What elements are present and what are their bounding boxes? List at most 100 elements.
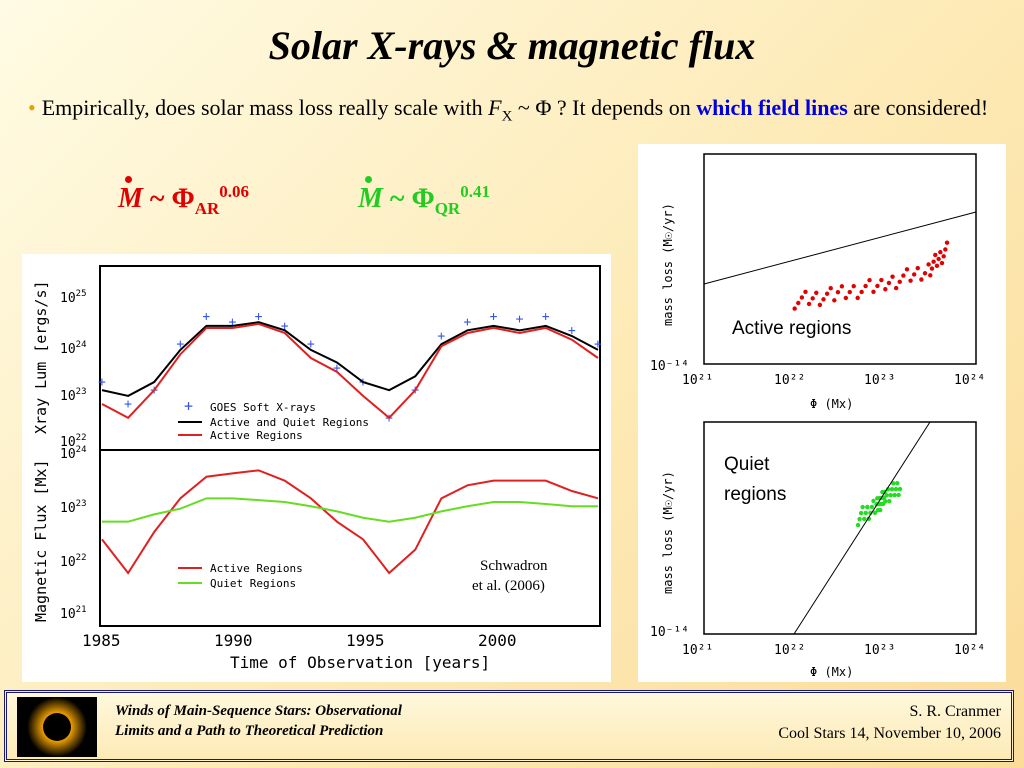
scatter-point	[904, 267, 910, 272]
bullet-prefix: Empirically, does solar mass loss really…	[41, 95, 489, 120]
legend-flux-active: Active Regions	[210, 562, 303, 575]
scatter-point	[821, 297, 826, 302]
fx-subscript: X	[501, 108, 513, 125]
slide-title: Solar X-rays & magnetic flux	[268, 23, 756, 68]
quiet-ylabel: mass loss (M☉/yr)	[661, 471, 675, 594]
footer-conference: Cool Stars 14, November 10, 2006	[778, 725, 1001, 742]
scatter-point	[884, 493, 889, 498]
goes-marker: +	[568, 323, 576, 338]
scatter-point	[843, 295, 849, 301]
active-scatter-svg: Active regions 10⁻¹⁴ 10²¹ 10²² 10²³ 10²⁴…	[650, 153, 985, 411]
legend-goes-marker: +	[184, 397, 193, 415]
scatter-point	[867, 277, 872, 283]
scatter-point	[919, 277, 924, 282]
scatter-point	[860, 504, 865, 510]
scatter-point	[839, 284, 845, 289]
goes-marker: +	[333, 361, 341, 376]
scatter-point	[938, 250, 943, 255]
series-line-1	[101, 321, 599, 397]
flux-plot	[101, 469, 599, 575]
scatter-point	[897, 486, 903, 492]
scatter-point	[871, 289, 876, 295]
scatter-point	[888, 493, 893, 498]
scatter-point	[944, 240, 950, 245]
goes-marker: +	[255, 309, 263, 324]
time-series-figure: + + + + + + + + + + + + + + + + + + + + 1025 1024 1023 1022…	[22, 254, 611, 682]
scatter-point	[796, 300, 801, 306]
scatter-point	[929, 266, 935, 271]
quiet-ytick: 10⁻¹⁴	[650, 625, 689, 640]
quiet-xtick-21: 10²¹	[682, 643, 713, 658]
scatter-point	[878, 507, 883, 513]
xtick-1985: 1985	[82, 631, 121, 650]
active-points	[792, 240, 950, 311]
ytick-bot-23: 1023	[60, 499, 87, 516]
scatter-point	[926, 262, 931, 267]
footer-frame: Winds of Main-Sequence Stars: Observatio…	[4, 690, 1014, 762]
scatter-point	[863, 510, 868, 516]
phi-subscript: QR	[434, 198, 461, 218]
phi-subscript: AR	[194, 198, 220, 218]
scatter-point	[883, 287, 888, 292]
scatter-point	[893, 486, 899, 492]
quiet-xtick-24: 10²⁴	[954, 643, 985, 658]
scatter-point	[828, 285, 833, 291]
scatter-point	[824, 291, 830, 296]
scatter-point	[928, 273, 933, 278]
mdot-symbol: M	[118, 176, 143, 215]
scatter-point	[934, 263, 940, 268]
scatter-point	[943, 247, 948, 252]
quiet-xtick-22: 10²²	[774, 643, 805, 658]
active-xtick-22: 10²²	[774, 373, 805, 388]
goes-marker: +	[437, 329, 445, 344]
footer: Winds of Main-Sequence Stars: Observatio…	[0, 684, 1024, 768]
xtick-1990: 1990	[214, 631, 253, 650]
legend-active: Active Regions	[210, 429, 303, 442]
scatter-point	[863, 283, 868, 289]
active-fit-line	[703, 211, 977, 285]
active-ylabel: mass loss (M☉/yr)	[661, 203, 675, 326]
quiet-fit-line	[793, 421, 931, 635]
scatter-point	[814, 290, 819, 296]
ytick-top-25: 1025	[60, 289, 87, 306]
series-line-1	[102, 497, 598, 523]
series-line-0	[101, 469, 599, 575]
quiet-label-1: Quiet	[724, 454, 770, 475]
legend-both: Active and Quiet Regions	[210, 416, 369, 429]
scatter-point	[886, 280, 892, 286]
scatter-point	[892, 492, 897, 498]
phi-symbol: Φ	[171, 183, 195, 215]
goes-marker: +	[98, 375, 106, 390]
goes-marker: +	[124, 397, 132, 412]
quiet-regions-figure: Quiet regions 10⁻¹⁴ 10²¹ 10²² 10²³ 10²⁴ …	[638, 416, 1006, 682]
scatter-point	[933, 252, 938, 258]
ytick-top-23: 1023	[60, 387, 87, 404]
mdot-symbol: M	[358, 176, 383, 215]
eclipse-logo	[17, 697, 97, 757]
quiet-frame	[703, 421, 977, 635]
goes-marker: +	[176, 337, 184, 352]
equation-op: ~	[142, 183, 172, 215]
scatter-point	[847, 289, 852, 295]
scatter-point	[855, 295, 860, 301]
xtick-1995: 1995	[346, 631, 385, 650]
legend-flux-quiet: Quiet Regions	[210, 577, 296, 590]
scatter-point	[871, 498, 876, 504]
scatter-point	[859, 289, 864, 295]
xtick-2000: 2000	[478, 631, 517, 650]
scatter-point	[806, 301, 812, 307]
flux-ylabel: Magnetic Flux [Mx]	[32, 459, 50, 622]
ytick-bot-22: 1022	[60, 553, 87, 570]
active-xtick-21: 10²¹	[682, 373, 713, 388]
citation-line2: et al. (2006)	[472, 578, 545, 594]
scatter-point	[936, 256, 941, 262]
scatter-point	[810, 296, 815, 301]
active-xtick-24: 10²⁴	[954, 373, 985, 388]
citation-line1: Schwadron	[480, 558, 548, 574]
bullet-suffix: are considered!	[847, 95, 989, 120]
scatter-point	[817, 302, 823, 308]
time-series-svg: +++++ + +++++++++ + + +++ 1025 1024 1023 1022…	[32, 265, 602, 672]
scatter-point	[799, 295, 805, 300]
scatter-point	[931, 259, 936, 264]
goes-marker: +	[202, 309, 210, 324]
